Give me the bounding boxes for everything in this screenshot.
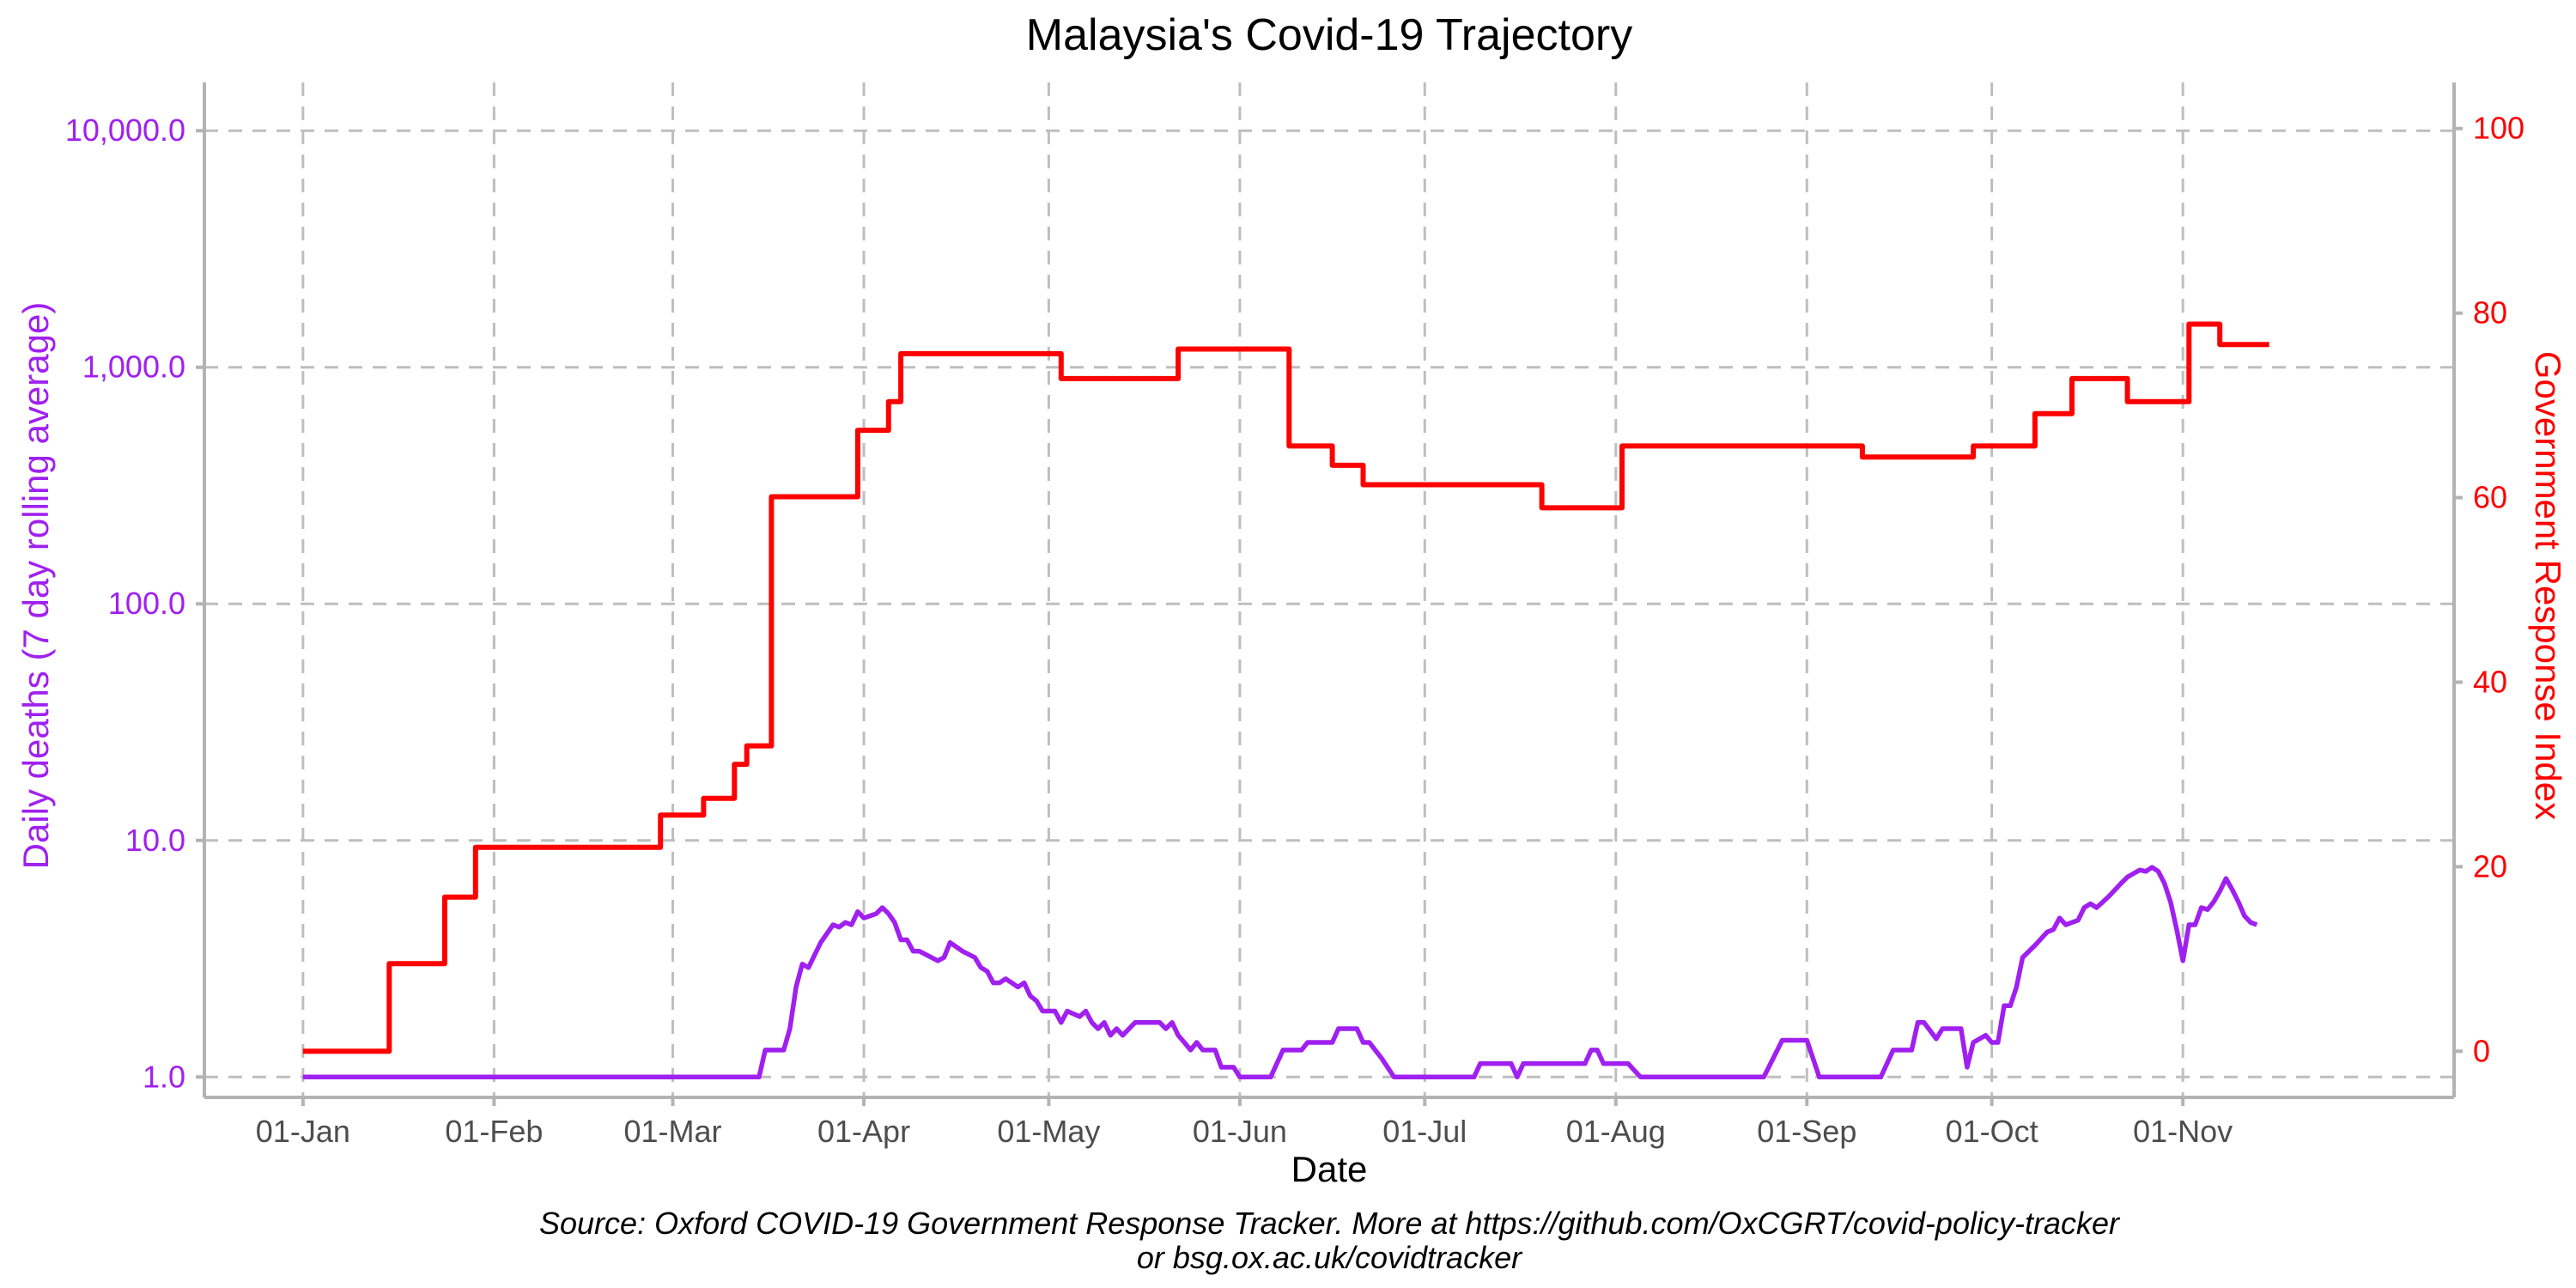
right-tick-label-1: 20 bbox=[2473, 848, 2507, 884]
x-axis-title: Date bbox=[1291, 1149, 1368, 1189]
left-tick-label-2: 100.0 bbox=[108, 586, 185, 621]
right-axis-title: Government Response Index bbox=[2528, 351, 2568, 820]
grid-layer bbox=[204, 82, 2454, 1097]
left-tick-label-1: 10.0 bbox=[125, 823, 185, 858]
x-tick-label-3: 01-Apr bbox=[817, 1114, 910, 1149]
x-tick-label-2: 01-Mar bbox=[624, 1114, 722, 1149]
right-tick-label-2: 40 bbox=[2473, 664, 2507, 699]
left-tick-label-0: 1.0 bbox=[143, 1059, 185, 1094]
series-layer bbox=[302, 321, 2269, 1080]
right-tick-label-0: 0 bbox=[2473, 1033, 2490, 1068]
chart-title: Malaysia's Covid-19 Trajectory bbox=[1026, 10, 1632, 60]
right-tick-label-5: 100 bbox=[2473, 111, 2524, 146]
x-tick-label-10: 01-Nov bbox=[2133, 1114, 2233, 1149]
source-caption-line-1: Source: Oxford COVID-19 Government Respo… bbox=[539, 1206, 2121, 1241]
source-caption-line-2: or bsg.ox.ac.uk/covidtracker bbox=[1137, 1240, 1523, 1275]
right-tick-label-3: 60 bbox=[2473, 480, 2507, 515]
left-axis-title: Daily deaths (7 day rolling average) bbox=[15, 302, 56, 870]
x-tick-label-6: 01-Jul bbox=[1382, 1114, 1467, 1149]
tick-layer: 1.0 10.0 100.0 1,000.0 10,000.0 0 20 40 60 80 100 0… bbox=[65, 111, 2524, 1149]
axis-layer bbox=[203, 82, 2456, 1099]
x-tick-label-5: 01-Jun bbox=[1193, 1114, 1287, 1149]
x-tick-label-1: 01-Feb bbox=[445, 1114, 543, 1149]
left-tick-label-4: 10,000.0 bbox=[65, 112, 185, 148]
x-tick-label-0: 01-Jan bbox=[256, 1114, 350, 1149]
x-tick-label-7: 01-Aug bbox=[1566, 1114, 1666, 1149]
series-line-government-response-index bbox=[302, 321, 2269, 1054]
x-tick-label-9: 01-Oct bbox=[1946, 1114, 2038, 1149]
left-tick-label-3: 1,000.0 bbox=[82, 349, 185, 385]
x-tick-label-8: 01-Sep bbox=[1757, 1114, 1856, 1149]
right-tick-label-4: 80 bbox=[2473, 295, 2507, 331]
x-tick-label-4: 01-May bbox=[997, 1114, 1100, 1149]
series-line-daily-deaths bbox=[302, 865, 2258, 1080]
